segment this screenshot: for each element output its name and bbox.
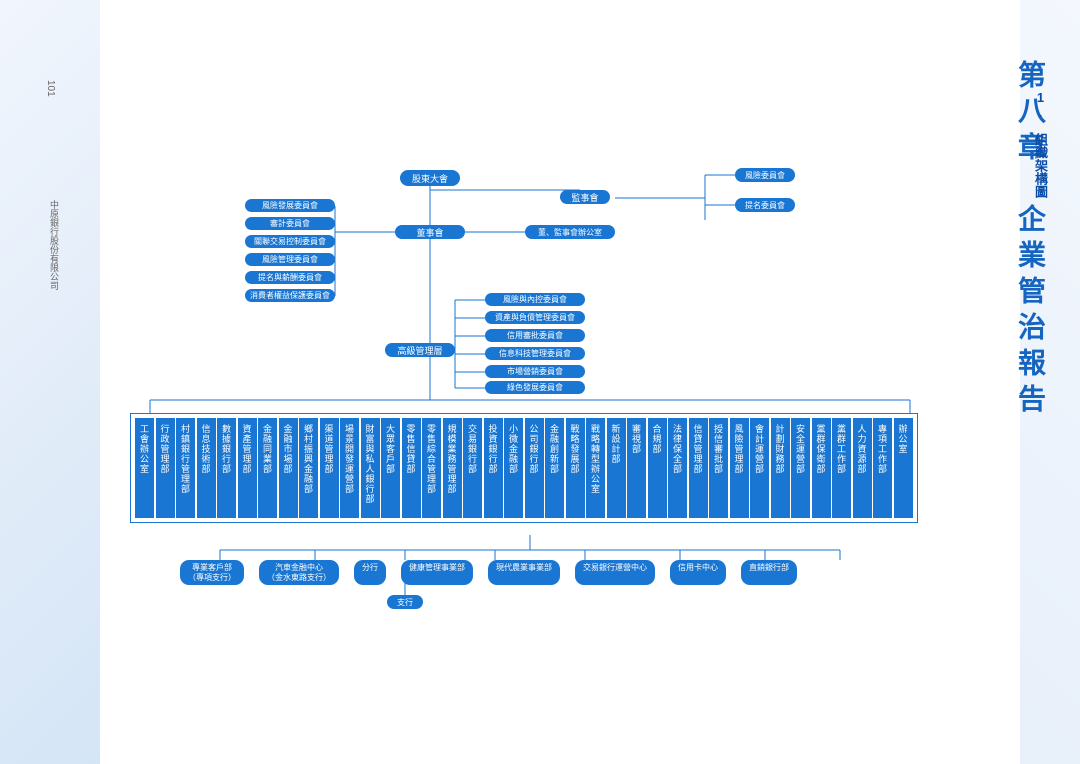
node-board-comm-4: 提名與薪酬委員會 <box>245 271 335 284</box>
node-mgmt-comm-4: 市場營銷委員會 <box>485 365 585 378</box>
department-29: 風險管理部 <box>730 418 749 518</box>
department-4: 數據銀行部 <box>217 418 236 518</box>
department-6: 金融同業部 <box>258 418 277 518</box>
company-footer: 中原銀行股份有限公司 <box>48 200 61 290</box>
node-board-comm-2: 關聯交易控制委員會 <box>245 235 335 248</box>
node-mgmt-comm-2: 信用審批委員會 <box>485 329 585 342</box>
department-25: 合規部 <box>648 418 667 518</box>
bottom-unit-1: 汽車金融中心（金水東路支行） <box>259 560 339 585</box>
department-15: 規模業務管理部 <box>443 418 462 518</box>
bottom-unit-2: 分行 <box>354 560 386 585</box>
background-decoration-left <box>0 0 100 764</box>
department-24: 審視部 <box>627 418 646 518</box>
node-sup-comm-1: 提名委員會 <box>735 198 795 212</box>
department-12: 大眾客戶部 <box>381 418 400 518</box>
department-0: 工會辦公室 <box>135 418 154 518</box>
node-board-comm-5: 消費者權益保護委員會 <box>245 289 335 302</box>
department-11: 財富與私人銀行部 <box>361 418 380 518</box>
node-mgmt-comm-1: 資產與負債管理委員會 <box>485 311 585 324</box>
department-7: 金融市場部 <box>279 418 298 518</box>
department-28: 授信審批部 <box>709 418 728 518</box>
node-board-comm-1: 審計委員會 <box>245 217 335 230</box>
department-21: 戰略發展部 <box>566 418 585 518</box>
department-32: 安全運營部 <box>791 418 810 518</box>
department-10: 場景開發運營部 <box>340 418 359 518</box>
department-27: 信貸管理部 <box>689 418 708 518</box>
bottom-unit-3: 健康管理事業部 <box>401 560 473 585</box>
department-9: 渠道管理部 <box>320 418 339 518</box>
node-board-comm-3: 風險管理委員會 <box>245 253 335 266</box>
bottom-unit-7: 直銷銀行部 <box>741 560 797 585</box>
org-chart: 股東大會 監事會 風險委員會 提名委員會 董事會 董、監事會辦公室 風險發展委員… <box>130 170 930 650</box>
section-title: 1. 組織架構圖 <box>1031 90 1050 198</box>
department-31: 計劃財務部 <box>771 418 790 518</box>
node-board-comm-0: 風險發展委員會 <box>245 199 335 212</box>
department-row: 工會辦公室行政管理部村鎮銀行管理部信息技術部數據銀行部資產管理部金融同業部金融市… <box>130 413 918 523</box>
page-number: 101 <box>45 80 56 97</box>
department-14: 零售綜合管理部 <box>422 418 441 518</box>
department-5: 資產管理部 <box>238 418 257 518</box>
bottom-unit-4: 現代農業事業部 <box>488 560 560 585</box>
node-board-office: 董、監事會辦公室 <box>525 225 615 239</box>
department-22: 戰略轉型辦公室 <box>586 418 605 518</box>
department-1: 行政管理部 <box>156 418 175 518</box>
bottom-units-row: 專業客戶部（專項支行） 汽車金融中心（金水東路支行） 分行健康管理事業部現代農業事業… <box>180 560 797 585</box>
node-mgmt-comm-0: 風險與內控委員會 <box>485 293 585 306</box>
department-20: 金融創新部 <box>545 418 564 518</box>
department-19: 公司銀行部 <box>525 418 544 518</box>
node-shareholders: 股東大會 <box>400 170 460 186</box>
node-mgmt-comm-5: 綠色發展委員會 <box>485 381 585 394</box>
department-16: 交易銀行部 <box>463 418 482 518</box>
department-37: 辦公室 <box>894 418 913 518</box>
node-supervisory: 監事會 <box>560 190 610 204</box>
department-23: 新設計部 <box>607 418 626 518</box>
department-8: 鄉村振興金融部 <box>299 418 318 518</box>
bottom-unit-6: 信用卡中心 <box>670 560 726 585</box>
node-board: 董事會 <box>395 225 465 239</box>
node-sup-comm-0: 風險委員會 <box>735 168 795 182</box>
bottom-unit-0: 專業客戶部（專項支行） <box>180 560 244 585</box>
bottom-unit-5: 交易銀行運營中心 <box>575 560 655 585</box>
department-33: 黨群保衛部 <box>812 418 831 518</box>
department-13: 零售信貸部 <box>402 418 421 518</box>
department-35: 人力資源部 <box>853 418 872 518</box>
department-26: 法律保全部 <box>668 418 687 518</box>
department-17: 投資銀行部 <box>484 418 503 518</box>
node-mgmt-comm-3: 信息科技管理委員會 <box>485 347 585 360</box>
department-18: 小微金融部 <box>504 418 523 518</box>
department-30: 會計運營部 <box>750 418 769 518</box>
department-2: 村鎮銀行管理部 <box>176 418 195 518</box>
department-36: 專項工作部 <box>873 418 892 518</box>
node-senior-mgmt: 高級管理層 <box>385 343 455 357</box>
node-sub-branch: 支行 <box>387 595 423 609</box>
department-34: 黨群工作部 <box>832 418 851 518</box>
department-3: 信息技術部 <box>197 418 216 518</box>
